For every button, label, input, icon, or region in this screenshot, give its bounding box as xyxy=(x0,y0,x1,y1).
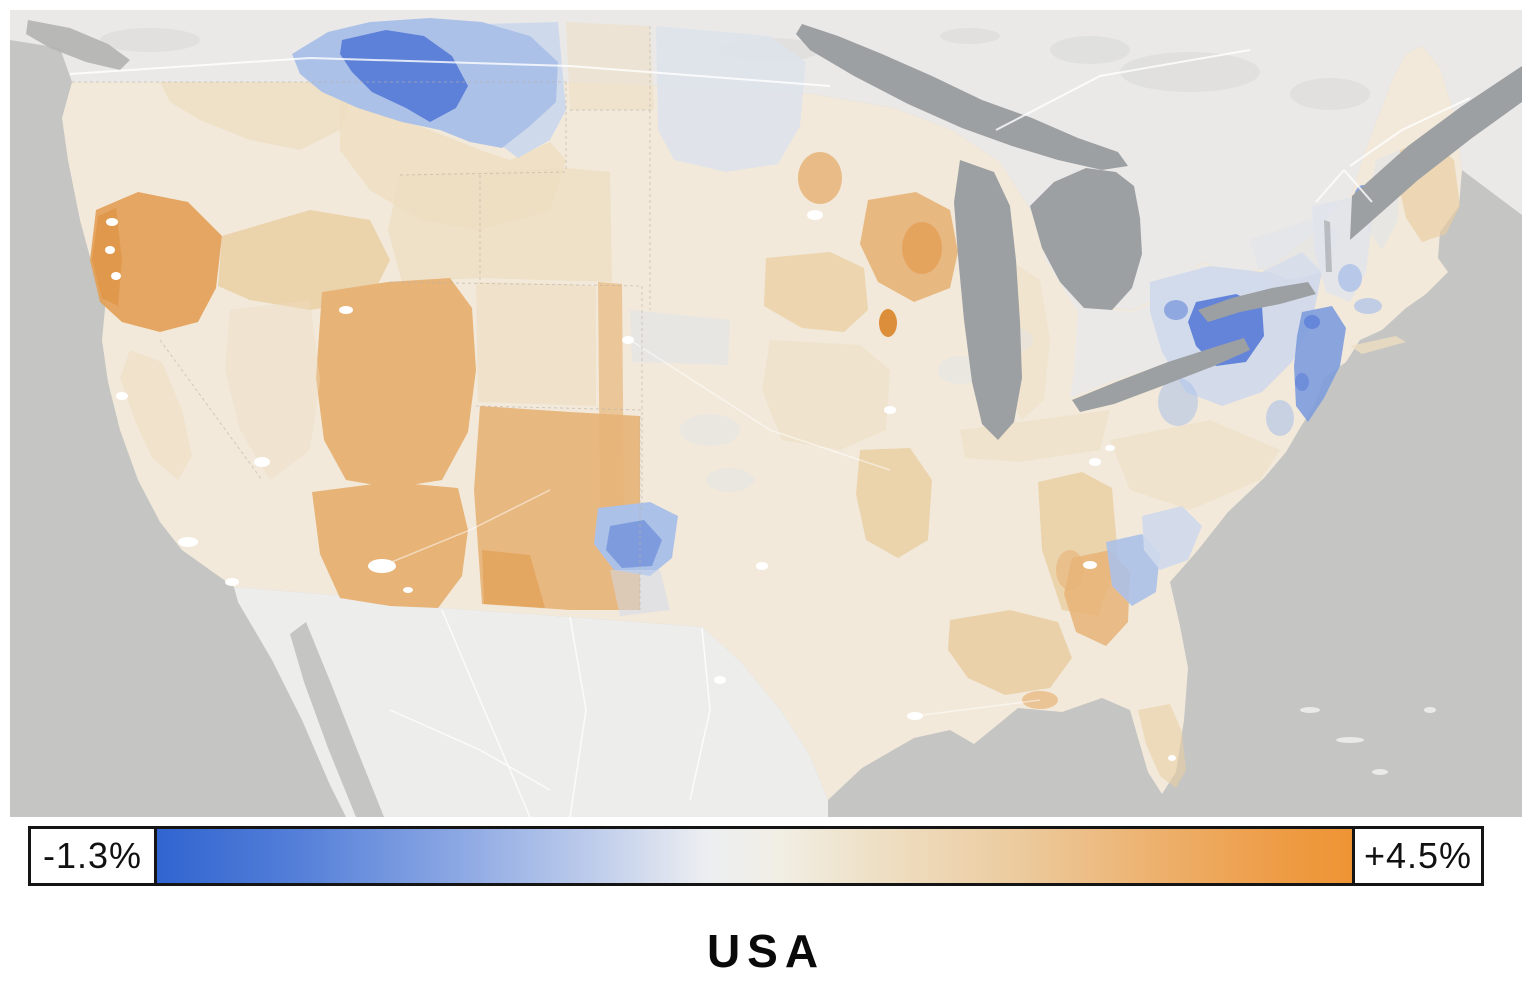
legend-max-label: +4.5% xyxy=(1352,826,1484,886)
region-delmarva-blue-spot xyxy=(1295,373,1309,391)
region-north-dakota xyxy=(566,22,654,110)
region-minnesota-orange-spot xyxy=(798,152,842,204)
st-lawrence-river xyxy=(1350,66,1522,240)
region-upstate-blue-spot xyxy=(1164,300,1188,320)
legend-min-value: -1.3% xyxy=(42,835,143,876)
region-nyc-blue-spot xyxy=(1304,315,1320,329)
region-long-island xyxy=(1350,336,1406,354)
region-west-colorado xyxy=(476,282,596,406)
region-sw-new-mexico-deep xyxy=(482,550,545,608)
region-minnesota-slate xyxy=(656,26,806,172)
map-canvas xyxy=(10,10,1522,817)
region-ct-ri-blue xyxy=(1354,298,1382,314)
region-east-oregon-tan xyxy=(218,210,390,310)
region-chesapeake-blue xyxy=(1266,400,1294,436)
region-montana-blue-core xyxy=(340,30,468,122)
region-missouri xyxy=(762,340,890,450)
lake-erie xyxy=(1072,338,1250,412)
legend-min-label: -1.3% xyxy=(28,826,157,886)
lake-superior xyxy=(796,24,1128,170)
bahamas-islands xyxy=(1300,707,1436,775)
region-virginia-carolina xyxy=(1110,420,1280,510)
lake-huron xyxy=(1030,168,1142,310)
region-nh-ma-blue xyxy=(1338,264,1362,292)
state-borders xyxy=(72,26,654,610)
region-dubuque-deep-orange xyxy=(879,309,897,337)
region-florida xyxy=(1138,704,1186,788)
region-utah-orange xyxy=(316,278,476,488)
region-iowa-tan xyxy=(764,252,868,332)
mexico-landmass xyxy=(234,587,828,817)
usa-choropleth-map xyxy=(10,10,1522,817)
legend-gradient-bar xyxy=(157,826,1352,886)
vancouver-island xyxy=(26,20,130,70)
canada-roads xyxy=(69,49,1471,203)
region-nevada xyxy=(225,300,320,480)
region-nebraska-slate xyxy=(630,310,730,365)
gulf-of-california xyxy=(290,622,384,817)
mexico-state-borders xyxy=(389,609,711,817)
region-coastal-carolina-blue xyxy=(1142,506,1202,570)
region-louisiana-orange xyxy=(948,610,1072,695)
region-wyoming xyxy=(388,168,612,282)
lake-champlain xyxy=(1324,220,1332,272)
region-west-oregon-orange xyxy=(90,192,222,332)
map-title: USA xyxy=(706,925,826,977)
region-nj-de-coast-blue xyxy=(1294,306,1346,422)
region-california-valley xyxy=(120,350,192,480)
region-colorado-front-range xyxy=(598,282,624,510)
region-tennessee xyxy=(960,410,1110,462)
lake-ontario xyxy=(1198,282,1316,322)
region-oregon-coast-deep xyxy=(92,208,122,306)
us-roads xyxy=(381,339,1041,717)
legend-max-value: +4.5% xyxy=(1363,835,1473,876)
region-arkansas-ozarks xyxy=(856,448,932,558)
region-wisconsin-deep xyxy=(902,222,942,274)
region-lubbock-blue-core xyxy=(606,520,662,568)
region-arizona-orange xyxy=(312,482,468,608)
region-wv-md-blue xyxy=(1158,378,1198,426)
region-eastern-washington xyxy=(160,82,350,150)
lake-michigan xyxy=(954,160,1022,440)
urban-white-patches xyxy=(105,210,1176,761)
region-oklahoma-slate xyxy=(706,468,754,492)
region-kansas-slate xyxy=(680,414,740,446)
